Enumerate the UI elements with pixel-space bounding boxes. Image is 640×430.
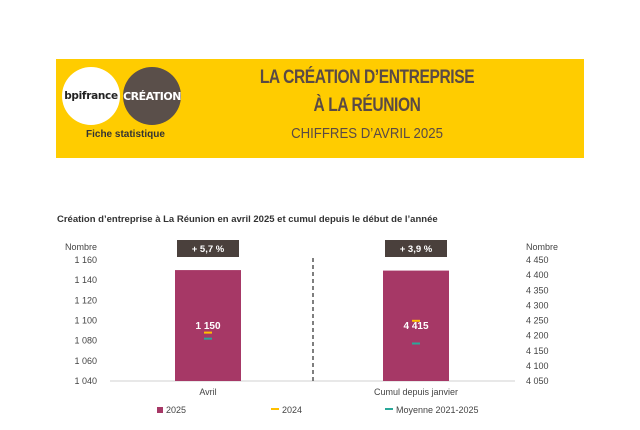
right-tick-label: 4 150 <box>526 346 549 356</box>
creation-logo: CRÉATION <box>123 67 181 125</box>
left-tick-label: 1 140 <box>74 275 97 285</box>
right-tick-label: 4 200 <box>526 331 549 341</box>
left-tick-label: 1 100 <box>74 316 97 326</box>
right-axis-label: Nombre <box>526 242 558 252</box>
legend-label-moyenne: Moyenne 2021-2025 <box>396 405 479 415</box>
left-tick-label: 1 040 <box>74 376 97 386</box>
left-tick-label: 1 160 <box>74 255 97 265</box>
header-banner: bpifrance CRÉATION Fiche statistique LA … <box>56 59 584 158</box>
page-subtitle: CHIFFRES D’AVRIL 2025 <box>291 125 443 142</box>
legend-swatch-2025 <box>157 407 163 413</box>
right-tick-label: 4 050 <box>526 376 549 386</box>
right-tick-label: 4 400 <box>526 270 549 280</box>
category-label: Cumul depuis janvier <box>374 387 458 397</box>
category-label: Avril <box>199 387 216 397</box>
left-axis-label: Nombre <box>65 242 97 252</box>
right-tick-label: 4 300 <box>526 300 549 310</box>
bar-2025 <box>175 270 241 381</box>
change-badge <box>385 240 447 257</box>
bar-value-label: 4 415 <box>403 321 428 332</box>
page-title-line2: À LA RÉUNION <box>313 95 421 116</box>
fiche-statistique-label: Fiche statistique <box>86 129 165 140</box>
change-badge-label: + 5,7 % <box>192 244 225 255</box>
left-tick-label: 1 080 <box>74 336 97 346</box>
creation-logo-text: CRÉATION <box>123 89 181 103</box>
left-tick-label: 1 060 <box>74 356 97 366</box>
bpifrance-logo: bpifrance <box>62 67 120 125</box>
page-title-line1: LA CRÉATION D’ENTREPRISE <box>259 67 475 88</box>
left-tick-label: 1 120 <box>74 295 97 305</box>
bar-value-label: 1 150 <box>195 321 220 332</box>
legend-label-2024: 2024 <box>282 405 302 415</box>
change-badge <box>177 240 239 257</box>
change-badge-label: + 3,9 % <box>400 244 433 255</box>
legend-label-2025: 2025 <box>166 405 186 415</box>
right-tick-label: 4 350 <box>526 285 549 295</box>
chart-title: Création d’entreprise à La Réunion en av… <box>57 214 438 225</box>
bar-2025 <box>383 270 449 381</box>
right-tick-label: 4 250 <box>526 316 549 326</box>
right-tick-label: 4 100 <box>526 361 549 371</box>
bpifrance-logo-text: bpifrance <box>64 90 118 102</box>
right-tick-label: 4 450 <box>526 255 549 265</box>
